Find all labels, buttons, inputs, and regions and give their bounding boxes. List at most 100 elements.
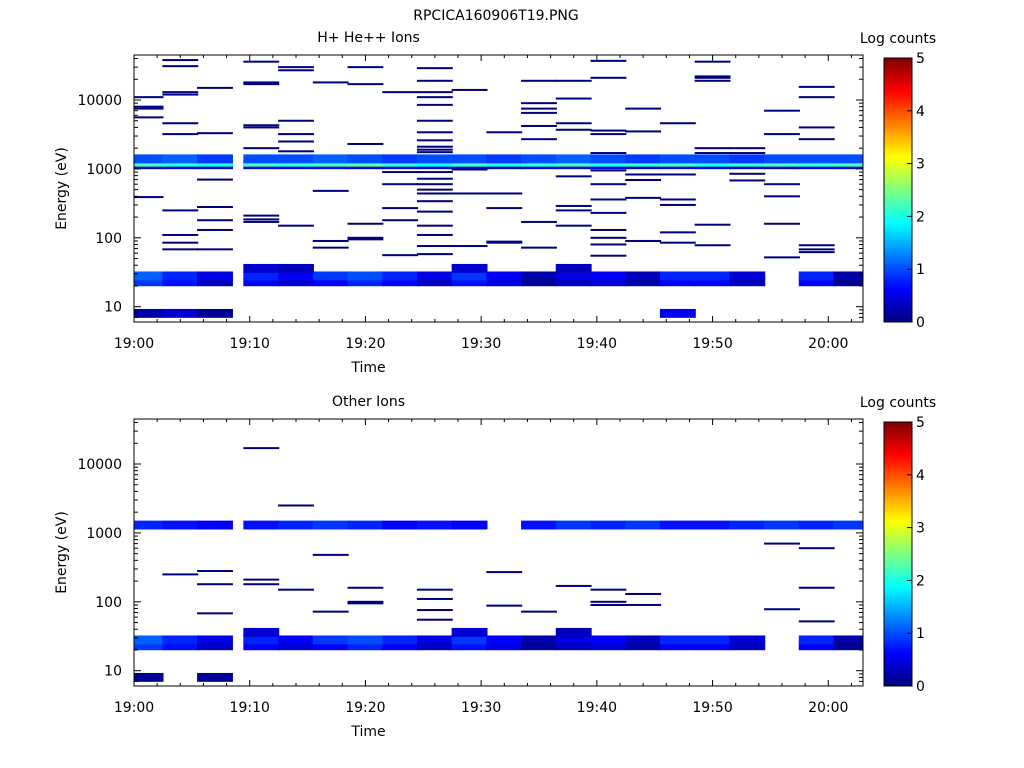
heatmap-line [197,228,233,231]
heatmap-line [798,620,835,623]
x-axis-label: Time [350,724,385,740]
heatmap-line [197,248,233,251]
colorbar [883,57,913,323]
colorbar-tick-label: 5 [916,51,925,67]
heatmap-line [134,196,164,199]
heatmap-cell [486,277,523,287]
heatmap-cell [659,635,696,645]
heatmap-line [243,126,280,129]
heatmap-line [694,79,731,82]
heatmap-line [451,192,488,195]
heatmap-cell [347,641,384,651]
heatmap-line [278,69,314,72]
heatmap-line [694,223,731,226]
heatmap-cell [197,277,233,287]
heatmap-cell [278,641,314,651]
heatmap-cell [243,641,280,651]
x-tick-label: 19:10 [230,700,270,716]
heatmap-cell [590,277,627,287]
heatmap-line [134,105,164,108]
heatmap-line [555,128,592,131]
y-tick-label: 10 [104,664,122,680]
heatmap-cell [659,154,696,164]
heatmap-line [590,198,627,201]
heatmap-line [521,102,557,105]
heatmap-line [134,107,164,110]
heatmap-line [416,103,453,106]
heatmap-line [197,86,233,89]
heatmap-line [694,76,731,79]
heatmap-cell [833,277,863,287]
heatmap-line [416,119,453,122]
heatmap-line [590,59,627,62]
heatmap-cell [451,263,488,273]
heatmap-cell [382,154,419,164]
heatmap-cell [590,271,627,281]
heatmap-line [243,83,280,86]
heatmap-cell [729,641,766,651]
heatmap-cell [243,154,280,164]
heatmap-cell [798,277,835,287]
heatmap-line [590,169,627,172]
heatmap-cell [162,308,199,318]
heatmap-line [625,196,662,199]
heatmap-cell [347,277,384,287]
heatmap-line [764,133,800,136]
heatmap-line [798,251,835,254]
heatmap-line [243,578,280,581]
heatmap-cell [134,308,164,318]
heatmap-cell [833,154,863,164]
heatmap-line [134,96,164,99]
heatmap-line [555,584,592,587]
heatmap-cell [197,154,233,164]
heatmap-cell [486,271,523,281]
heatmap-line [451,245,488,248]
heatmap-line [312,610,349,613]
heatmap-cell [625,277,662,287]
heatmap-line [625,107,662,110]
heatmap-cell [555,635,592,645]
heatmap-cell [162,154,199,164]
heatmap-line [521,111,557,114]
heatmap-line [243,147,280,150]
heatmap-cell [243,271,280,281]
heatmap-line [798,248,835,251]
heatmap-line [625,179,662,182]
heatmap-cell [416,154,453,164]
figure-title: RPCICA160906T19.PNG [413,8,578,24]
heatmap-cell [134,277,164,287]
heatmap-cell [451,627,488,637]
heatmap-cell [243,277,280,287]
heatmap-line [486,604,523,607]
heatmap-line [243,81,280,84]
heatmap-cell [243,627,280,637]
heatmap-line [347,66,384,69]
colorbar-tick-label: 4 [916,468,925,484]
heatmap-line [416,224,453,227]
heatmap-line [278,224,314,227]
heatmap-line [486,192,523,195]
heatmap-cell [659,520,696,530]
x-tick-label: 19:30 [461,336,501,352]
heatmap-line [764,195,800,198]
heatmap-cell [382,641,419,651]
plot-frame [133,418,864,687]
heatmap-line [729,172,766,175]
heatmap-cell [347,635,384,645]
heatmap-cell [625,635,662,645]
heatmap-line [625,130,662,133]
heatmap-cell [162,271,199,281]
heatmap-line [416,177,453,180]
heatmap-cell [625,641,662,651]
heatmap-line [162,573,199,576]
heatmap-line [659,173,696,176]
heatmap-line [278,133,314,136]
heatmap-line [416,183,453,186]
panel-title: Other Ions [332,394,405,410]
heatmap-line [382,171,419,174]
heatmap-line [416,139,453,142]
heatmap-line [162,65,199,68]
heatmap-cell [764,520,800,530]
colorbar-tick-label: 1 [916,262,925,278]
heatmap-line [197,132,233,135]
